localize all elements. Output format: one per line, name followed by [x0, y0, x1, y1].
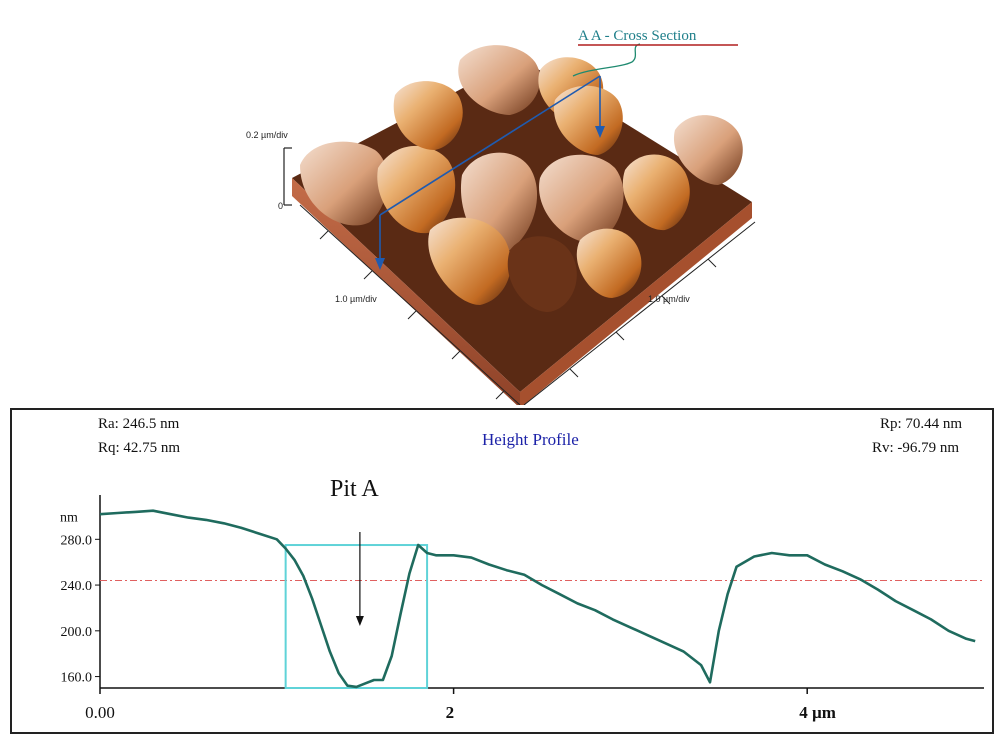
y-tick-label: 160.0	[61, 671, 93, 686]
y-tick-label: 280.0	[61, 533, 93, 548]
stat-ra: Ra: 246.5 nm	[98, 416, 180, 432]
cross-section-leader	[572, 43, 641, 77]
afm-surface	[300, 45, 743, 312]
z-scale-label: 0.2 µm/div	[246, 130, 288, 140]
height-profile-line	[99, 509, 976, 689]
afm-3d-surface-view: 0.2 µm/div 0 1.0 µm/div 1.0 µm/div A A -…	[246, 28, 756, 405]
height-profile-chart: 160.0 200.0 240.0 280.0 nm 0.00 2 4 µm	[60, 495, 984, 722]
pit-a-label: Pit A	[330, 476, 379, 502]
cross-section-title: A A - Cross Section	[578, 28, 697, 44]
x-scale-label: 1.0 µm/div	[335, 294, 377, 304]
x-axis-ticks	[299, 204, 521, 405]
y-scale-label: 1.0 µm/div	[648, 294, 690, 304]
y-tick-label: 240.0	[61, 579, 93, 594]
stat-rp: Rp: 70.44 nm	[880, 416, 963, 432]
y-unit-label: nm	[60, 510, 78, 525]
z-zero-label: 0	[278, 201, 283, 211]
x-tick-label: 4 µm	[799, 703, 836, 722]
arrow-a-right	[595, 126, 605, 138]
z-axis	[283, 147, 292, 206]
x-tick-label: 0.00	[85, 703, 115, 722]
chart-title: Height Profile	[482, 430, 579, 449]
cross-section-line	[379, 75, 601, 262]
x-tick-label: 2	[446, 703, 455, 722]
y-tick-label: 200.0	[61, 625, 93, 640]
arrow-a-left	[375, 258, 385, 270]
height-profile-panel: Ra: 246.5 nm Rq: 42.75 nm Rp: 70.44 nm R…	[10, 408, 994, 734]
pit-a-arrowhead	[355, 616, 364, 626]
y-axis-ticks	[523, 221, 756, 405]
stat-rv: Rv: -96.79 nm	[872, 440, 960, 456]
stat-rq: Rq: 42.75 nm	[98, 440, 181, 456]
